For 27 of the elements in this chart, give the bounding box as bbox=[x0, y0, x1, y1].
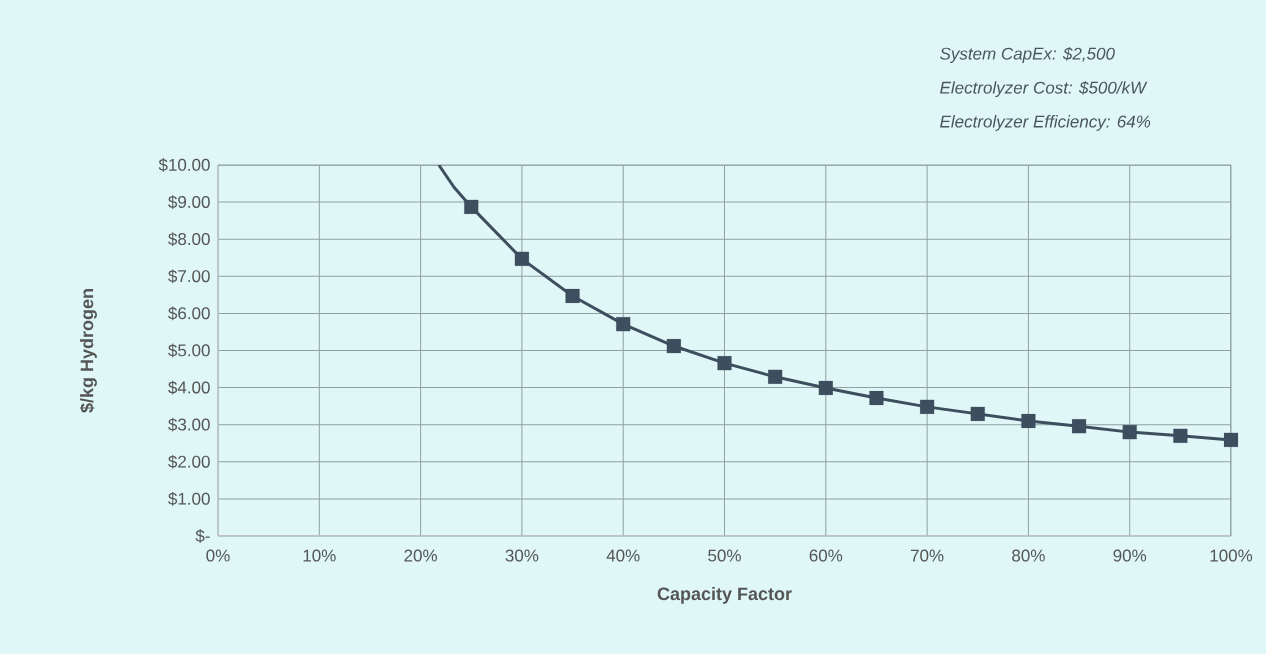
x-tick-label: 40% bbox=[606, 549, 640, 562]
y-tick-label: $2.00 bbox=[168, 454, 210, 469]
text: Electrolyzer Cost: $500/kW bbox=[940, 80, 1148, 98]
x-tick-label: 20% bbox=[404, 549, 437, 562]
text: System CapEx: $2,500 bbox=[940, 46, 1115, 64]
x-tick-label: 90% bbox=[1113, 549, 1147, 562]
text: Electrolyzer Efficiency: 64% bbox=[940, 115, 1151, 131]
y-tick-label: $1.00 bbox=[168, 492, 210, 506]
x-tick-label: 0% bbox=[206, 549, 230, 562]
y-tick-label: $5.00 bbox=[168, 343, 210, 358]
y-tick-label: $10.00 bbox=[158, 158, 210, 172]
y-tick-label: $- bbox=[195, 529, 210, 543]
x-tick-label: 50% bbox=[708, 549, 741, 562]
y-tick-label: $8.00 bbox=[168, 232, 210, 247]
x-tick-label: 60% bbox=[809, 549, 843, 562]
x-tick-label: 100% bbox=[1210, 549, 1253, 562]
y-tick-label: $6.00 bbox=[168, 306, 210, 321]
x-tick-label: 10% bbox=[303, 549, 336, 562]
x-tick-label: 70% bbox=[910, 549, 944, 562]
x-axis-title: Capacity Factor bbox=[657, 586, 792, 604]
y-tick-label: $4.00 bbox=[168, 380, 210, 395]
y-tick-label: $3.00 bbox=[168, 417, 210, 432]
y-tick-label: $9.00 bbox=[168, 195, 210, 209]
y-axis-title: $/kg Hydrogen bbox=[79, 289, 97, 413]
y-tick-label: $7.00 bbox=[168, 269, 210, 284]
x-tick-label: 80% bbox=[1012, 549, 1045, 562]
x-tick-label: 30% bbox=[505, 549, 539, 562]
